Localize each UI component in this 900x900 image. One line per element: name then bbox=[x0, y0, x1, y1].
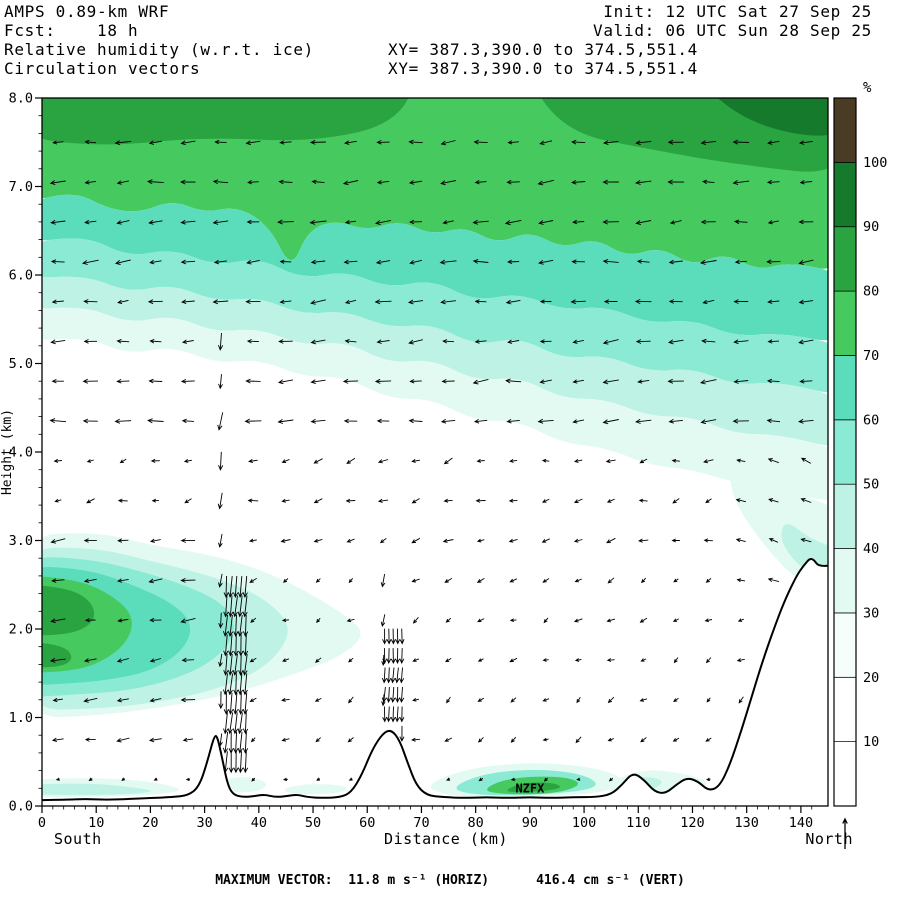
colorbar-segment bbox=[833, 355, 857, 421]
y-tick-label: 1.0 bbox=[9, 710, 33, 726]
colorbar-tick-label: 100 bbox=[863, 155, 887, 171]
x-tick-label: 50 bbox=[305, 815, 321, 831]
reference-vector-arrow bbox=[842, 817, 848, 849]
x-tick-label: 100 bbox=[572, 815, 596, 831]
colorbar-segment bbox=[833, 419, 857, 485]
x-tick-label: 60 bbox=[359, 815, 375, 831]
x-axis-label: Distance (km) bbox=[384, 830, 508, 848]
colorbar-segment bbox=[833, 483, 857, 549]
x-tick-label: 120 bbox=[680, 815, 704, 831]
x-tick-label: 80 bbox=[468, 815, 484, 831]
x-tick-label: 130 bbox=[734, 815, 758, 831]
vector-field-name: Circulation vectors bbox=[4, 59, 201, 78]
rh-patch-90-100 bbox=[718, 98, 828, 136]
north-label: North bbox=[805, 830, 853, 848]
colorbar-segment bbox=[833, 162, 857, 228]
colorbar-tick-label: 60 bbox=[863, 412, 879, 428]
colorbar-segment bbox=[833, 676, 857, 742]
colorbar-segment bbox=[833, 226, 857, 292]
init-time: Init: 12 UTC Sat 27 Sep 25 bbox=[603, 2, 872, 21]
model-name: AMPS 0.89-km WRF bbox=[4, 2, 170, 21]
y-tick-label: 0.0 bbox=[9, 799, 33, 815]
colorbar-tick-label: 10 bbox=[863, 734, 879, 750]
rh-band-60-70 bbox=[42, 194, 828, 341]
y-tick-label: 4.0 bbox=[9, 445, 33, 461]
colorbar-tick-label: 20 bbox=[863, 670, 879, 686]
colorbar-unit-label: % bbox=[863, 80, 872, 96]
x-tick-label: 140 bbox=[789, 815, 813, 831]
cross-section-endpoints-1: XY= 387.3,390.0 to 374.5,551.4 bbox=[388, 40, 698, 59]
max-vector-caption: MAXIMUM VECTOR: 11.8 m s⁻¹ (HORIZ) 416.4… bbox=[215, 873, 685, 888]
y-tick-label: 7.0 bbox=[9, 179, 33, 195]
colorbar-tick-label: 70 bbox=[863, 348, 879, 364]
forecast-hour: Fcst: 18 h bbox=[4, 21, 139, 40]
axes: 0 10 20 30 40 50 60 70 80 90 100 110 120 130 140 0.0 1.0… bbox=[0, 91, 829, 831]
colorbar-tick-label: 50 bbox=[863, 477, 879, 493]
rh-patch-80-90 bbox=[42, 642, 72, 668]
x-tick-label: 10 bbox=[88, 815, 104, 831]
rh-patch-80-90 bbox=[42, 98, 409, 145]
y-tick-label: 2.0 bbox=[9, 622, 33, 638]
colorbar-tick-label: 90 bbox=[863, 219, 879, 235]
rh-patch-30-40 bbox=[220, 777, 267, 793]
colorbar-segment bbox=[833, 97, 857, 163]
rh-patch-30-40 bbox=[284, 784, 347, 795]
circulation-vectors bbox=[49, 139, 814, 782]
colorbar-segment bbox=[833, 290, 857, 356]
x-tick-label: 70 bbox=[413, 815, 429, 831]
rh-patch-40-50 bbox=[42, 783, 152, 796]
south-label: South bbox=[54, 830, 102, 848]
terrain-profile-line bbox=[42, 558, 828, 802]
valid-time: Valid: 06 UTC Sun 28 Sep 25 bbox=[593, 21, 872, 40]
colorbar-segment bbox=[833, 548, 857, 614]
colorbar-segment bbox=[833, 741, 857, 807]
rh-band-30-40 bbox=[42, 307, 828, 500]
x-tick-label: 90 bbox=[522, 815, 538, 831]
cross-section-endpoints-2: XY= 387.3,390.0 to 374.5,551.4 bbox=[388, 59, 698, 78]
y-tick-label: 8.0 bbox=[9, 91, 33, 107]
y-axis-label: Height (km) bbox=[0, 409, 15, 495]
rh-band-50-60 bbox=[42, 238, 828, 393]
colorbar-segment bbox=[833, 612, 857, 678]
x-tick-label: 20 bbox=[142, 815, 158, 831]
x-tick-label: 110 bbox=[626, 815, 650, 831]
rh-patch-80-90 bbox=[507, 782, 560, 793]
field-name: Relative humidity (w.r.t. ice) bbox=[4, 40, 314, 59]
x-tick-label: 40 bbox=[251, 815, 267, 831]
colorbar: 10 20 30 40 50 60 70 80 90 100% bbox=[833, 80, 887, 807]
colorbar-frame bbox=[833, 97, 857, 807]
y-tick-label: 3.0 bbox=[9, 533, 33, 549]
rh-filled-contours bbox=[42, 98, 828, 806]
colorbar-tick-label: 40 bbox=[863, 541, 879, 557]
y-tick-label: 5.0 bbox=[9, 356, 33, 372]
y-tick-label: 6.0 bbox=[9, 268, 33, 284]
colorbar-tick-label: 30 bbox=[863, 605, 879, 621]
colorbar-tick-label: 80 bbox=[863, 284, 879, 300]
x-tick-label: 0 bbox=[38, 815, 46, 831]
x-tick-label: 30 bbox=[196, 815, 212, 831]
rh-band-40-50 bbox=[42, 276, 828, 446]
terrain-mask bbox=[42, 559, 828, 806]
station-label-nzfx: NZFX bbox=[515, 781, 545, 795]
